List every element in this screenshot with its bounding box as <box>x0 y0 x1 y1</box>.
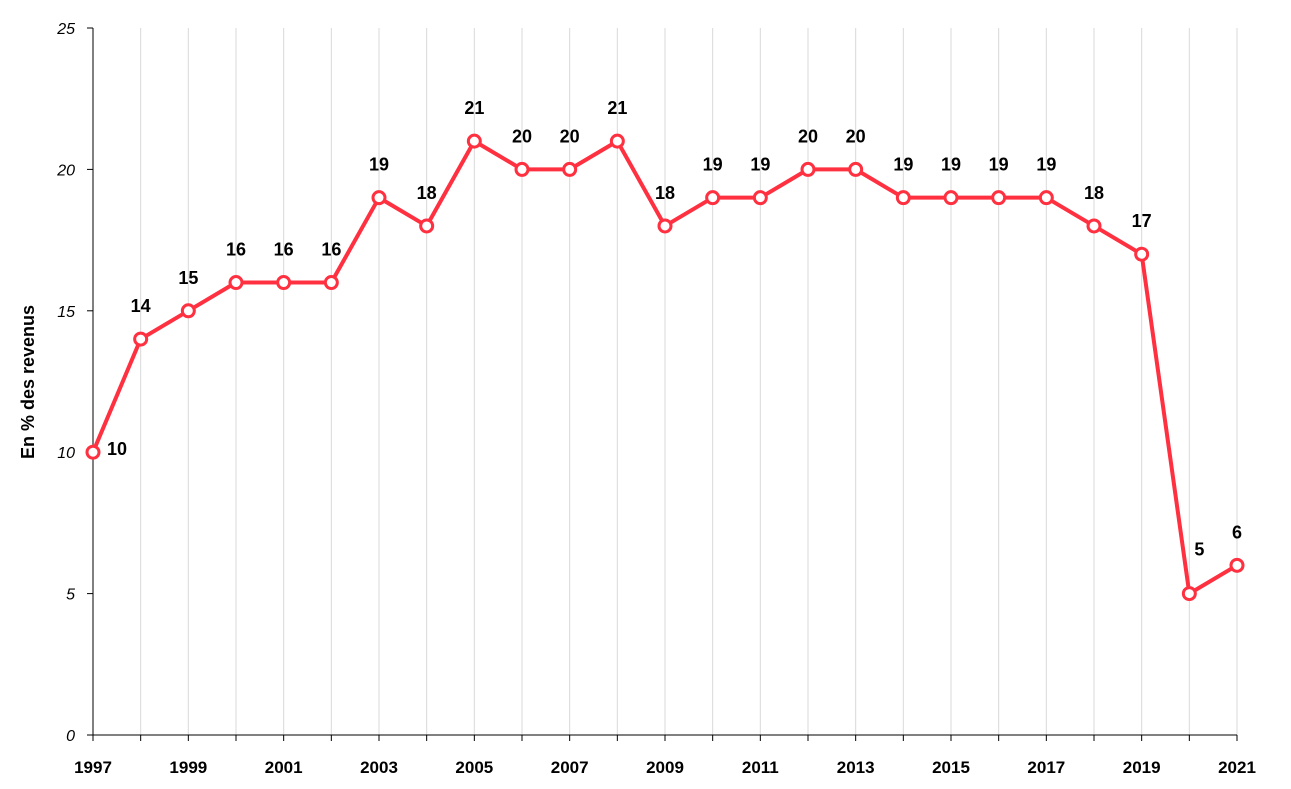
data-point-2005 <box>466 133 482 149</box>
vertical-gridlines <box>140 28 1238 735</box>
y-axis-ticks: 0 5 10 15 20 25 <box>56 21 93 745</box>
x-tick-label-1997: 1997 <box>74 758 112 777</box>
y-tick-label-15: 15 <box>57 304 75 321</box>
data-label-2017: 19 <box>1036 155 1056 175</box>
data-label-1999: 15 <box>178 268 198 288</box>
y-tick-label-20: 20 <box>56 162 75 179</box>
data-label-2015: 19 <box>941 155 961 175</box>
data-point-2000 <box>228 275 244 291</box>
data-label-2001: 16 <box>274 240 294 260</box>
data-point-2009 <box>657 218 673 234</box>
x-tick-label-2011: 2011 <box>742 758 779 777</box>
data-label-2018: 18 <box>1084 183 1104 203</box>
data-point-1999 <box>180 303 196 319</box>
data-label-2000: 16 <box>226 240 246 260</box>
data-point-2013 <box>848 161 864 177</box>
data-point-2016 <box>991 190 1007 206</box>
data-point-2002 <box>323 275 339 291</box>
y-tick-label-5: 5 <box>66 587 75 604</box>
data-point-2017 <box>1038 190 1054 206</box>
data-label-2008: 21 <box>607 98 627 118</box>
data-label-2013: 20 <box>846 126 866 146</box>
x-tick-label-2007: 2007 <box>551 758 589 777</box>
data-point-2003 <box>371 190 387 206</box>
data-point-2012 <box>800 161 816 177</box>
data-label-2007: 20 <box>560 126 580 146</box>
data-label-2010: 19 <box>703 155 723 175</box>
y-tick-label-25: 25 <box>56 21 75 38</box>
data-labels: 10 14 15 16 16 16 19 18 21 20 20 21 18 19 19 20 20 19 19 19… <box>107 98 1242 559</box>
data-label-2021: 6 <box>1232 522 1242 542</box>
data-point-1997 <box>85 444 101 460</box>
data-point-2011 <box>752 190 768 206</box>
data-point-2001 <box>276 275 292 291</box>
data-label-2019: 17 <box>1132 211 1152 231</box>
data-label-1997: 10 <box>107 439 127 459</box>
data-point-2010 <box>705 190 721 206</box>
data-point-2006 <box>514 161 530 177</box>
x-tick-label-2019: 2019 <box>1123 758 1161 777</box>
x-tick-label-2021: 2021 <box>1218 758 1256 777</box>
x-axis-ticks: 1997 1999 2001 2003 2005 2007 2009 2011 2013 2015… <box>74 735 1256 777</box>
x-tick-label-2015: 2015 <box>932 758 970 777</box>
data-label-2006: 20 <box>512 126 532 146</box>
y-axis-label: En % des revenus <box>18 305 38 459</box>
data-label-2014: 19 <box>893 155 913 175</box>
data-point-2020 <box>1181 586 1197 602</box>
data-label-1998: 14 <box>131 296 151 316</box>
data-label-2011: 19 <box>750 155 770 175</box>
data-point-2014 <box>895 190 911 206</box>
data-label-2002: 16 <box>321 240 341 260</box>
x-tick-label-2005: 2005 <box>455 758 493 777</box>
data-point-2004 <box>419 218 435 234</box>
x-tick-label-2003: 2003 <box>360 758 398 777</box>
x-tick-label-2017: 2017 <box>1027 758 1065 777</box>
data-point-2007 <box>562 161 578 177</box>
data-label-2005: 21 <box>464 98 484 118</box>
data-point-2018 <box>1086 218 1102 234</box>
data-point-2019 <box>1134 246 1150 262</box>
x-tick-label-1999: 1999 <box>169 758 207 777</box>
x-tick-label-2009: 2009 <box>646 758 684 777</box>
data-label-2003: 19 <box>369 155 389 175</box>
data-point-1998 <box>133 331 149 347</box>
data-label-2004: 18 <box>417 183 437 203</box>
data-label-2012: 20 <box>798 126 818 146</box>
series-group <box>85 133 1245 602</box>
data-point-2008 <box>609 133 625 149</box>
data-label-2020: 5 <box>1194 540 1204 560</box>
x-tick-label-2013: 2013 <box>837 758 875 777</box>
y-tick-label-0: 0 <box>66 728 75 745</box>
data-label-2009: 18 <box>655 183 675 203</box>
data-point-2021 <box>1229 557 1245 573</box>
data-point-2015 <box>943 190 959 206</box>
x-tick-label-2001: 2001 <box>265 758 303 777</box>
data-label-2016: 19 <box>989 155 1009 175</box>
y-tick-label-10: 10 <box>57 445 75 462</box>
